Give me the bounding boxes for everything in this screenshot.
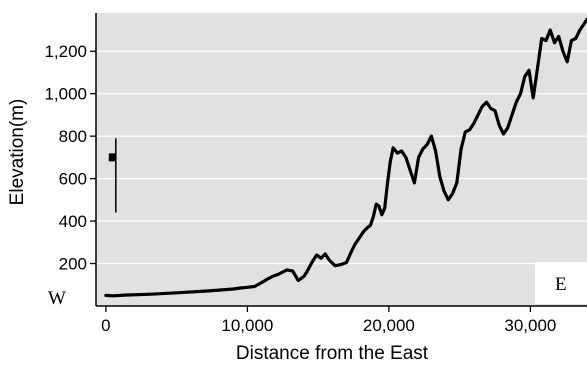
west-label: W [48, 288, 66, 309]
plot-background [96, 13, 587, 306]
x-tick-label: 30,000 [504, 316, 556, 335]
y-tick-label: 200 [59, 255, 87, 274]
y-tick-label: 1,200 [44, 42, 87, 61]
x-tick-label: 20,000 [363, 316, 415, 335]
y-tick-label: 800 [59, 127, 87, 146]
x-tick-label: 0 [101, 316, 110, 335]
east-label: E [555, 274, 567, 295]
y-tick-label: 1,000 [44, 85, 87, 104]
x-tick-label: 10,000 [221, 316, 273, 335]
y-tick-label: 400 [59, 212, 87, 231]
y-tick-label: 600 [59, 170, 87, 189]
x-axis-title: Distance from the East [236, 343, 429, 364]
marker-square [109, 153, 116, 161]
y-axis-title: Elevation(m) [7, 99, 28, 206]
